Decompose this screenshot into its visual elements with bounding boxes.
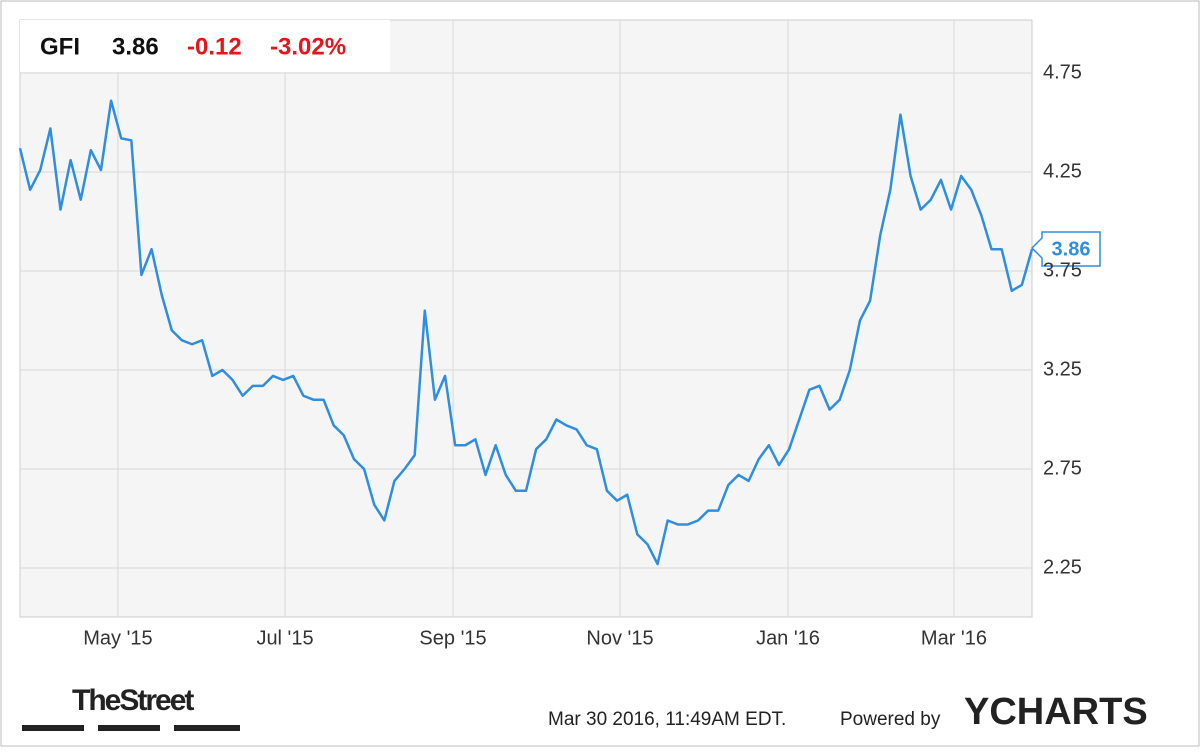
x-tick-label: Mar '16 [921,627,987,649]
plot-area [19,19,1033,618]
y-tick-label: 2.75 [1043,457,1082,479]
y-tick-label: 4.75 [1043,61,1082,83]
x-tick-label: Nov '15 [586,627,653,649]
source-logo: TheStreet [72,684,194,717]
timestamp: Mar 30 2016, 11:49AM EDT. [548,709,786,730]
x-tick-label: Jan '16 [756,627,820,649]
y-tick-label: 3.75 [1043,259,1082,281]
last-value-tag [1030,231,1101,267]
price: 3.86 [112,33,159,60]
y-tick-label: 2.25 [1043,556,1082,578]
header-box [20,20,390,72]
change-pct: -3.02% [270,33,346,60]
ticker: GFI [40,33,80,60]
logo-bar [98,725,160,731]
powered-by: Powered by [840,709,941,730]
last-value-label: 3.86 [1052,238,1091,260]
price-line [18,99,1034,566]
x-tick-label: May '15 [83,627,152,649]
y-tick-label: 4.25 [1043,160,1082,182]
change: -0.12 [187,33,242,60]
x-tick-label: Jul '15 [256,627,313,649]
x-tick-label: Sep '15 [419,627,486,649]
logo-bar [174,725,240,731]
brand-logo: YCHARTS [964,691,1148,733]
y-tick-label: 3.25 [1043,358,1082,380]
logo-bar [22,725,84,731]
